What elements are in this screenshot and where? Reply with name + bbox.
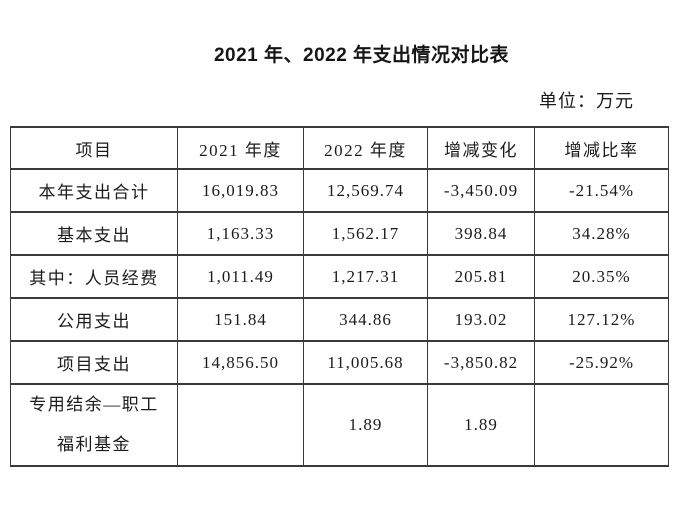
column-header-item: 项目 bbox=[10, 126, 178, 170]
value-cell-change: -3,450.09 bbox=[427, 168, 535, 213]
value-cell-2022: 1,217.31 bbox=[303, 254, 428, 299]
value-cell-ratio: -25.92% bbox=[534, 340, 669, 385]
value-cell-2021: 151.84 bbox=[177, 297, 304, 342]
value-cell-2022: 12,569.74 bbox=[303, 168, 428, 213]
value-cell-ratio bbox=[534, 383, 669, 467]
value-cell-change: 398.84 bbox=[427, 211, 535, 256]
column-header-2021: 2021 年度 bbox=[177, 126, 304, 170]
row-label-cell: 专用结余—职工福利基金 bbox=[10, 383, 178, 467]
row-label-cell: 本年支出合计 bbox=[10, 168, 178, 213]
row-label-cell: 其中：人员经费 bbox=[10, 254, 178, 299]
table-row-public: 公用支出 151.84 344.86 193.02 127.12% bbox=[10, 297, 669, 342]
value-cell-2022: 11,005.68 bbox=[303, 340, 428, 385]
value-cell-change: 193.02 bbox=[427, 297, 535, 342]
value-cell-2021: 1,011.49 bbox=[177, 254, 304, 299]
row-label-cell: 项目支出 bbox=[10, 340, 178, 385]
value-cell-ratio: -21.54% bbox=[534, 168, 669, 213]
table-row-welfare-fund: 专用结余—职工福利基金 1.89 1.89 bbox=[10, 383, 669, 467]
table-row-basic: 基本支出 1,163.33 1,562.17 398.84 34.28% bbox=[10, 211, 669, 256]
table-row-total: 本年支出合计 16,019.83 12,569.74 -3,450.09 -21… bbox=[10, 168, 669, 213]
value-cell-2021: 16,019.83 bbox=[177, 168, 304, 213]
table-row-project: 项目支出 14,856.50 11,005.68 -3,850.82 -25.9… bbox=[10, 340, 669, 385]
expenditure-comparison-table: 项目 2021 年度 2022 年度 增减变化 增减比率 本年支出合计 16,0… bbox=[10, 126, 669, 467]
column-header-ratio: 增减比率 bbox=[534, 126, 669, 170]
value-cell-2021: 14,856.50 bbox=[177, 340, 304, 385]
table-header-row: 项目 2021 年度 2022 年度 增减变化 增减比率 bbox=[10, 126, 669, 170]
value-cell-2021: 1,163.33 bbox=[177, 211, 304, 256]
value-cell-ratio: 20.35% bbox=[534, 254, 669, 299]
value-cell-change: 1.89 bbox=[427, 383, 535, 467]
table-row-personnel: 其中：人员经费 1,011.49 1,217.31 205.81 20.35% bbox=[10, 254, 669, 299]
page-title: 2021 年、2022 年支出情况对比表 bbox=[213, 45, 510, 66]
value-cell-2022: 1,562.17 bbox=[303, 211, 428, 256]
column-header-2022: 2022 年度 bbox=[303, 126, 428, 170]
value-cell-change: 205.81 bbox=[427, 254, 535, 299]
value-cell-ratio: 34.28% bbox=[534, 211, 669, 256]
document-page: 2021 年、2022 年支出情况对比表 单位：万元 项目 2021 年度 20… bbox=[0, 44, 677, 528]
row-label-cell: 公用支出 bbox=[10, 297, 178, 342]
value-cell-ratio: 127.12% bbox=[534, 297, 669, 342]
column-header-change: 增减变化 bbox=[427, 126, 535, 170]
row-label-cell: 基本支出 bbox=[10, 211, 178, 256]
unit-label: 单位：万元 bbox=[539, 91, 634, 111]
value-cell-2022: 344.86 bbox=[303, 297, 428, 342]
value-cell-2022: 1.89 bbox=[303, 383, 428, 467]
value-cell-2021 bbox=[177, 383, 304, 467]
value-cell-change: -3,850.82 bbox=[427, 340, 535, 385]
